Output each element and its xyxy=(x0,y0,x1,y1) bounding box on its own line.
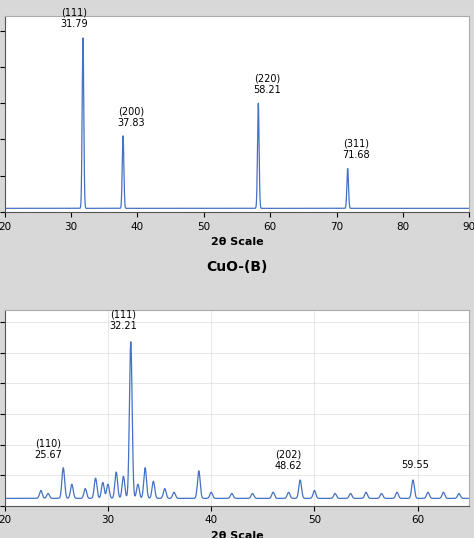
X-axis label: 2θ Scale: 2θ Scale xyxy=(210,531,264,538)
Text: (111)
31.79: (111) 31.79 xyxy=(61,8,88,29)
Text: (202)
48.62: (202) 48.62 xyxy=(275,450,302,471)
Text: (110)
25.67: (110) 25.67 xyxy=(34,438,62,460)
Text: (311)
71.68: (311) 71.68 xyxy=(343,139,370,160)
Title: CuO-(B): CuO-(B) xyxy=(206,260,268,274)
Text: (220)
58.21: (220) 58.21 xyxy=(253,74,281,95)
X-axis label: 2θ Scale: 2θ Scale xyxy=(210,237,264,247)
Text: (200)
37.83: (200) 37.83 xyxy=(117,106,145,128)
Text: 59.55: 59.55 xyxy=(401,460,429,470)
Text: (111)
32.21: (111) 32.21 xyxy=(109,310,137,331)
